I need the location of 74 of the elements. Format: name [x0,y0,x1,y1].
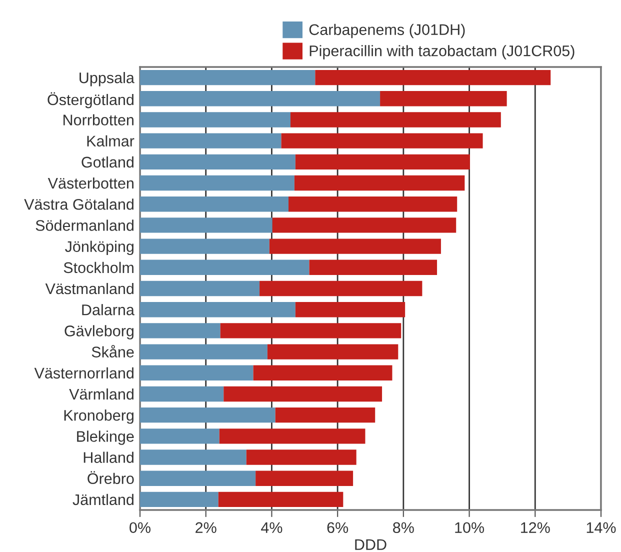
x-axis-title: DDD [355,539,386,550]
legend-label: Piperacillin with tazobactam (J01CR05) [310,45,574,60]
y-tick-label: Kronoberg [64,410,134,424]
bar [256,470,354,486]
bar [140,344,268,360]
y-tick-label: Västra Götaland [24,198,134,210]
bar [272,218,456,233]
y-tick-label: Jönköping [65,240,134,256]
bar [140,238,270,254]
bar [140,470,256,486]
bar [140,302,296,318]
bar [294,175,465,191]
bar [140,133,282,148]
bar [224,386,382,402]
x-tick-label: 12% [521,522,550,533]
bar [295,154,470,170]
bar [281,133,483,148]
y-tick-label: Halland [84,452,134,463]
bar [220,323,402,338]
bar [219,428,366,444]
bar [140,196,289,212]
y-tick-label: Västernorrland [34,367,134,379]
bar [140,218,272,233]
y-tick-label: Jämtland [72,494,134,506]
y-tick-label: Blekinge [77,430,134,445]
y-tick-label: Stockholm [64,262,134,274]
bar [140,492,218,508]
bar [140,280,260,296]
legend-label: Carbapenems (J01DH) [309,24,465,38]
bar [288,196,458,212]
x-tick-label: 10% [455,522,484,534]
y-tick-label: Örebro [88,471,134,484]
y-tick-label: Kalmar [87,135,134,147]
bar [140,365,254,380]
bar [295,302,406,318]
x-tick-label: 0% [130,522,150,534]
y-tick-label: Norrbotten [64,114,134,126]
x-tick-label: 2% [196,522,216,533]
y-tick-label: Västerbotten [48,177,134,189]
bar [275,407,376,423]
bar [140,323,220,338]
bar [309,260,438,275]
y-tick-label: Uppsala [80,72,134,86]
bar [380,91,507,106]
bar [253,365,392,380]
y-tick-label: Gotland [82,156,134,168]
y-tick-label: Dalarna [82,304,134,316]
bar [269,238,441,254]
bar [140,175,294,191]
x-tick-label: 8% [393,522,414,534]
bar [140,112,290,128]
x-tick-label: 6% [327,522,348,534]
bar [140,386,224,402]
y-tick-label: Skåne [92,345,134,358]
bar [315,70,551,86]
bar [267,344,398,360]
bar [140,70,316,86]
bar [140,428,220,444]
bar [218,492,344,508]
y-tick-label: Södermanland [36,220,134,231]
y-tick-label: Västmanland [45,282,134,294]
bar [140,260,310,275]
bar [140,407,276,423]
bar [290,112,501,128]
bar [260,280,422,296]
bar [140,91,380,106]
y-tick-label: Värmland [69,388,134,400]
y-tick-label: Östergötland [48,92,134,108]
bar [246,450,356,465]
x-tick-label: 14% [586,522,616,533]
bar [140,154,296,170]
x-tick-label: 4% [261,522,282,533]
bar [140,450,246,465]
y-tick-label: Gävleborg [64,325,134,340]
